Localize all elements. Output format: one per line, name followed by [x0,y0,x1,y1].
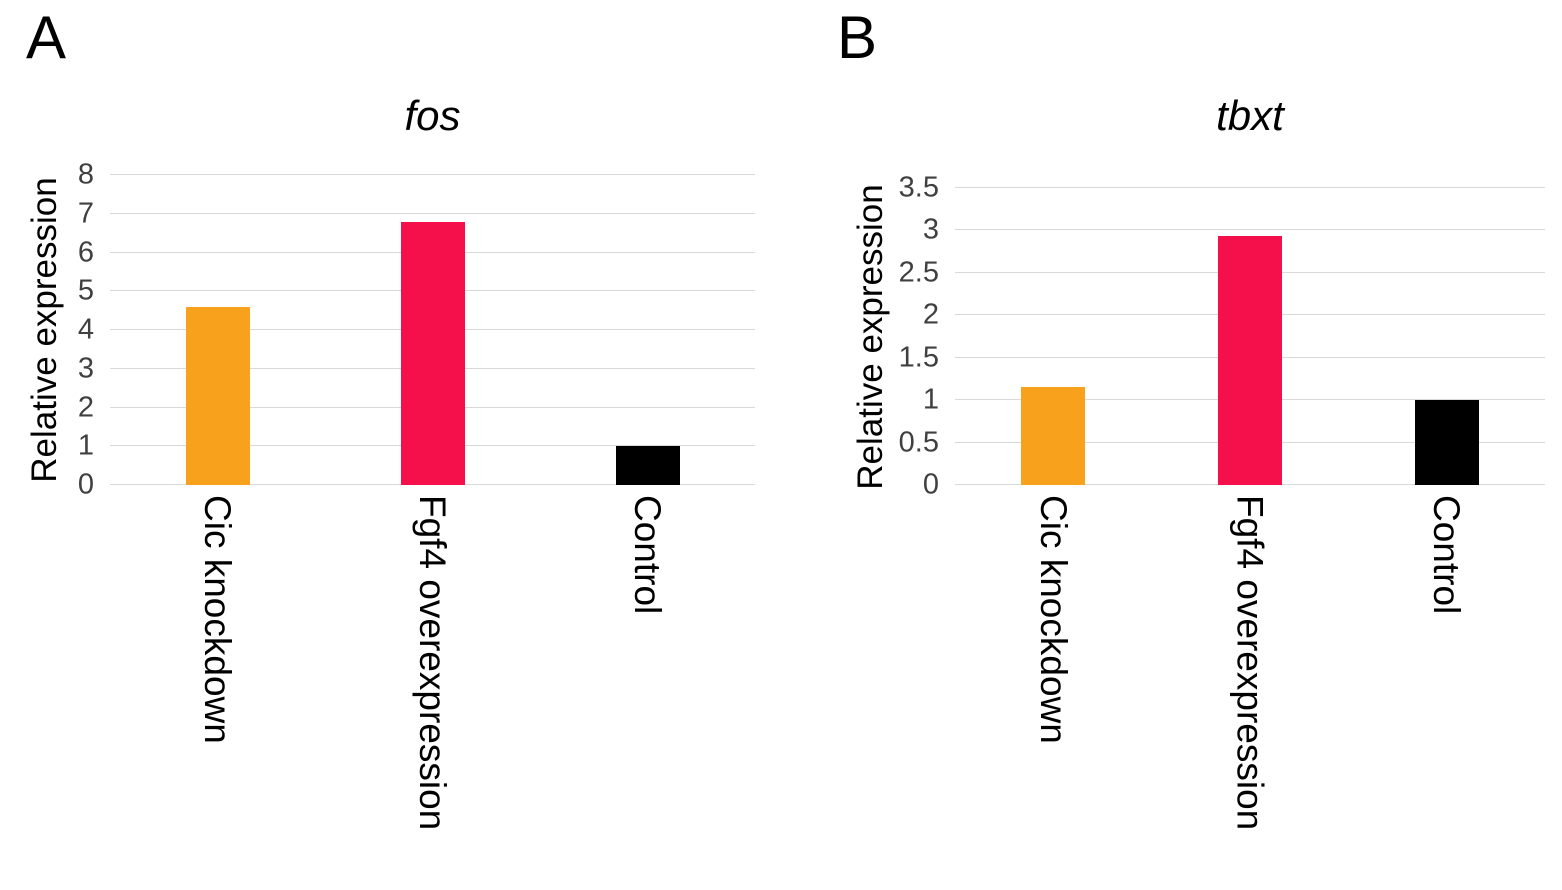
bar-slot [1152,188,1349,485]
y-tick-labels: 0 1 2 3 4 5 6 7 8 [48,160,102,499]
panel-b: B tbxt Relative expression 0 0.5 1 1.5 2 2.5 3… [781,0,1562,890]
gridline [955,187,1545,188]
label-slot: Cic knockdown [955,489,1152,830]
bar-slot [110,175,325,485]
category-labels-row: Cic knockdown Fgf4 overexpression Control [955,489,1545,830]
label-slot: Control [540,489,755,830]
chart-title: fos [404,92,461,139]
plot-area [110,174,755,485]
label-slot: Fgf4 overexpression [1152,489,1349,830]
bars-row [955,188,1545,485]
bar [1218,236,1282,485]
y-tick-label: 0 [77,468,94,501]
bar [1414,400,1479,485]
gridline [110,174,755,175]
y-tick-label: 2.5 [898,256,939,289]
y-tick-label: 4 [77,313,94,346]
gridline [110,212,755,214]
y-tick-label: 3.5 [898,171,939,204]
gridline [955,229,1545,231]
y-tick-label: 5 [77,274,94,307]
label-slot: Cic knockdown [110,489,325,830]
bars-row [110,175,755,485]
category-label: Fgf4 overexpression [412,495,453,831]
y-tick-label: 1 [77,429,94,462]
y-tick-label: 2 [77,391,94,423]
bar-slot [325,175,540,485]
y-tick-label: 1 [922,383,939,416]
y-tick-label: 7 [77,197,94,230]
bar-slot [955,188,1152,485]
category-label: Cic knockdown [1032,495,1074,744]
bar [185,306,250,485]
bar-slot [1348,188,1545,485]
y-tick-label: 0.5 [898,426,939,459]
bar [615,446,680,485]
bar-slot [540,175,755,485]
panel-letter: B [837,4,878,71]
bar [400,221,465,485]
y-tick-label: 8 [77,158,94,191]
category-label: Fgf4 overexpression [1229,495,1271,831]
y-tick-label: 0 [922,468,939,501]
bar [1021,387,1086,485]
category-labels-row: Cic knockdown Fgf4 overexpression Control [110,489,755,830]
category-label: Control [1426,495,1468,615]
y-tick-labels: 0 0.5 1 1.5 2 2.5 3 3.5 [893,173,947,499]
label-slot: Control [1348,489,1545,830]
y-tick-label: 1.5 [898,341,939,374]
label-slot: Fgf4 overexpression [325,489,540,830]
chart-title: tbxt [1216,92,1284,139]
category-label: Cic knockdown [197,495,238,744]
plot-area [955,187,1545,485]
y-tick-label: 3 [77,352,94,385]
category-label: Control [627,495,668,615]
y-tick-label: 3 [922,213,939,246]
y-tick-label: 2 [922,298,939,331]
y-axis-title: Relative expression [851,183,890,490]
y-tick-label: 6 [77,236,94,268]
panel-letter: A [26,4,67,71]
